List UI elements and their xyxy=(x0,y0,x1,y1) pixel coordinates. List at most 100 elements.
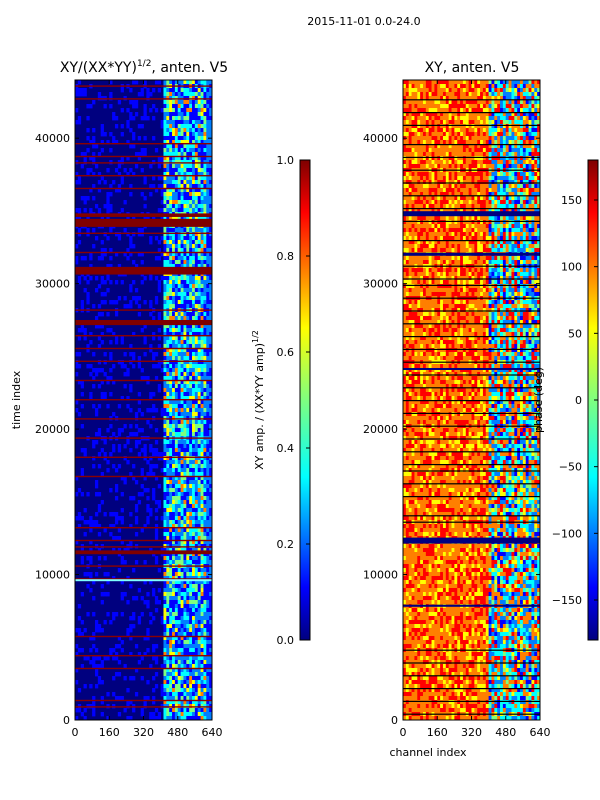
heatmap-cell xyxy=(186,716,190,720)
heatmap-cell xyxy=(134,520,139,525)
heatmap-cell xyxy=(200,424,204,429)
heatmap-cell xyxy=(166,448,170,453)
heatmap-cell xyxy=(414,100,418,105)
heatmap-cell xyxy=(192,516,196,521)
heatmap-cell xyxy=(428,132,432,137)
heatmap-cell xyxy=(408,136,412,141)
heatmap-cell xyxy=(172,640,176,645)
heatmap-cell xyxy=(177,232,182,237)
heatmap-cell xyxy=(189,328,193,333)
heatmap-cell xyxy=(209,692,212,697)
heatmap-cell xyxy=(174,104,179,109)
heatmap-cell xyxy=(189,360,193,365)
heatmap-cell xyxy=(425,128,430,133)
heatmap-cell xyxy=(180,688,184,693)
heatmap-cell xyxy=(209,376,212,381)
heatmap-cell xyxy=(189,536,193,541)
heatmap-cell xyxy=(177,380,182,385)
heatmap-cell xyxy=(174,136,179,141)
heatmap-cell xyxy=(177,284,182,289)
heatmap-cell xyxy=(186,112,190,117)
heatmap-cell xyxy=(183,156,187,161)
heatmap-cell xyxy=(203,716,207,720)
heatmap-cell xyxy=(163,288,167,293)
heatmap-cell xyxy=(522,172,527,177)
heatmap-cell xyxy=(189,344,193,349)
heatmap-cell xyxy=(428,156,432,161)
heatmap-cell xyxy=(166,672,170,677)
heatmap-cell xyxy=(169,488,173,493)
heatmap-cell xyxy=(514,120,518,125)
heatmap-cell xyxy=(200,156,204,161)
heatmap-cell xyxy=(209,484,212,489)
heatmap-cell xyxy=(166,536,170,541)
heatmap-cell xyxy=(206,628,210,633)
heatmap-cell xyxy=(120,596,124,601)
heatmap-cell xyxy=(477,144,481,149)
heatmap-cell xyxy=(192,116,196,121)
heatmap-cell xyxy=(132,296,136,301)
heatmap-cell xyxy=(203,216,207,221)
heatmap-cell xyxy=(192,144,196,149)
heatmap-cell xyxy=(194,120,199,125)
heatmap-cell xyxy=(177,240,182,245)
heatmap-cell xyxy=(163,676,167,681)
heatmap-cell xyxy=(192,252,196,257)
heatmap-cell xyxy=(451,96,455,101)
heatmap-cell xyxy=(192,100,196,105)
heatmap-cell xyxy=(152,116,156,121)
right-heatmap xyxy=(403,80,540,720)
heatmap-cell xyxy=(197,172,201,177)
heatmap-cell xyxy=(169,556,173,561)
heatmap-cell xyxy=(112,180,116,185)
heatmap-cell xyxy=(192,568,196,573)
heatmap-cell xyxy=(172,232,176,237)
heatmap-cell xyxy=(537,144,540,149)
heatmap-cell xyxy=(83,152,87,157)
heatmap-cell xyxy=(425,132,430,137)
heatmap-cell xyxy=(445,148,450,153)
heatmap-cell xyxy=(192,412,196,417)
heatmap-cell xyxy=(414,96,418,101)
heatmap-cell xyxy=(186,524,190,529)
heatmap-cell xyxy=(411,160,415,165)
heatmap-cell xyxy=(189,316,193,321)
heatmap-cell xyxy=(174,428,179,433)
heatmap-cell xyxy=(451,120,455,125)
heatmap-cell xyxy=(183,312,187,317)
heatmap-cell xyxy=(194,288,199,293)
heatmap-cell xyxy=(462,152,467,157)
heatmap-cell xyxy=(137,356,142,361)
heatmap-cell xyxy=(132,676,136,681)
heatmap-cell xyxy=(154,408,159,413)
heatmap-cell xyxy=(192,92,196,97)
heatmap-cell xyxy=(200,364,204,369)
heatmap-cell xyxy=(134,480,139,485)
heatmap-cell xyxy=(534,108,538,113)
heatmap-cell xyxy=(180,568,184,573)
heatmap-cell xyxy=(494,100,498,105)
heatmap-cell xyxy=(183,476,187,481)
heatmap-cell xyxy=(183,116,187,121)
heatmap-cell xyxy=(183,664,187,669)
heatmap-cell xyxy=(445,88,450,93)
heatmap-cell xyxy=(403,172,407,177)
heatmap-cell xyxy=(465,96,470,101)
heatmap-cell xyxy=(457,104,461,109)
heatmap-cell xyxy=(177,496,182,501)
heatmap-cell xyxy=(534,92,538,97)
heatmap-cell xyxy=(92,664,96,669)
heatmap-cell xyxy=(180,340,184,345)
heatmap-cell xyxy=(177,228,182,233)
heatmap-cell xyxy=(180,152,184,157)
heatmap-cell xyxy=(462,100,467,105)
heatmap-cell xyxy=(403,148,407,153)
heatmap-cell xyxy=(174,488,179,493)
heatmap-cell xyxy=(163,248,167,253)
heatmap-cell xyxy=(163,156,167,161)
heatmap-cell xyxy=(180,292,184,297)
heatmap-cell xyxy=(197,540,201,545)
heatmap-cell xyxy=(174,408,179,413)
heatmap-cell xyxy=(172,568,176,573)
heatmap-cell xyxy=(528,160,532,165)
